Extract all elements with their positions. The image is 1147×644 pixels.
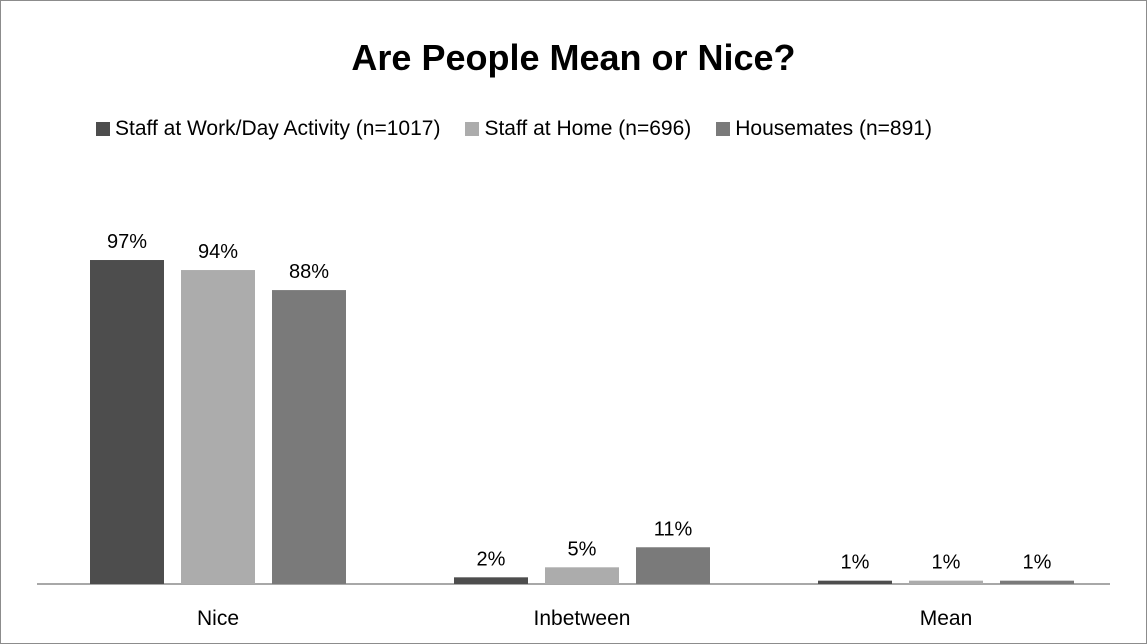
chart-title: Are People Mean or Nice? [351, 37, 796, 78]
data-label-nice-series-0: 97% [107, 231, 147, 253]
legend-label-series-2: Housemates (n=891) [735, 117, 932, 140]
x-tick-label-inbetween: Inbetween [534, 607, 631, 630]
x-tick-label-nice: Nice [197, 607, 239, 630]
legend-item-series-0: Staff at Work/Day Activity (n=1017) [96, 117, 440, 141]
data-label-inbetween-series-1: 5% [568, 538, 597, 560]
data-label-nice-series-1: 94% [198, 241, 238, 263]
bar-inbetween-series-0 [454, 577, 528, 584]
bar-inbetween-series-1 [545, 567, 619, 584]
legend-label-series-0: Staff at Work/Day Activity (n=1017) [115, 117, 441, 140]
data-label-mean-series-0: 1% [841, 552, 870, 574]
bar-nice-series-0 [90, 260, 164, 584]
legend-label-series-1: Staff at Home (n=696) [484, 117, 692, 140]
legend-swatch-series-1 [465, 122, 480, 136]
legend-item-series-1: Staff at Home (n=696) [465, 117, 691, 141]
bar-mean-series-0 [818, 580, 892, 584]
legend-swatch-series-0 [96, 122, 110, 136]
legend-item-series-2: Housemates (n=891) [716, 117, 932, 141]
x-tick-label-mean: Mean [920, 607, 973, 630]
data-label-inbetween-series-2: 11% [654, 518, 693, 540]
bar-nice-series-2 [272, 290, 346, 584]
data-label-nice-series-2: 88% [289, 261, 329, 283]
data-label-mean-series-1: 1% [932, 552, 961, 574]
legend-swatch-series-2 [716, 122, 731, 136]
bar-inbetween-series-2 [636, 547, 710, 584]
bar-nice-series-1 [181, 270, 255, 584]
bar-mean-series-1 [909, 580, 983, 584]
data-label-mean-series-2: 1% [1023, 552, 1052, 574]
data-label-inbetween-series-0: 2% [477, 548, 506, 570]
bar-mean-series-2 [1000, 580, 1074, 584]
chart-legend: Staff at Work/Day Activity (n=1017) Staf… [96, 117, 957, 141]
